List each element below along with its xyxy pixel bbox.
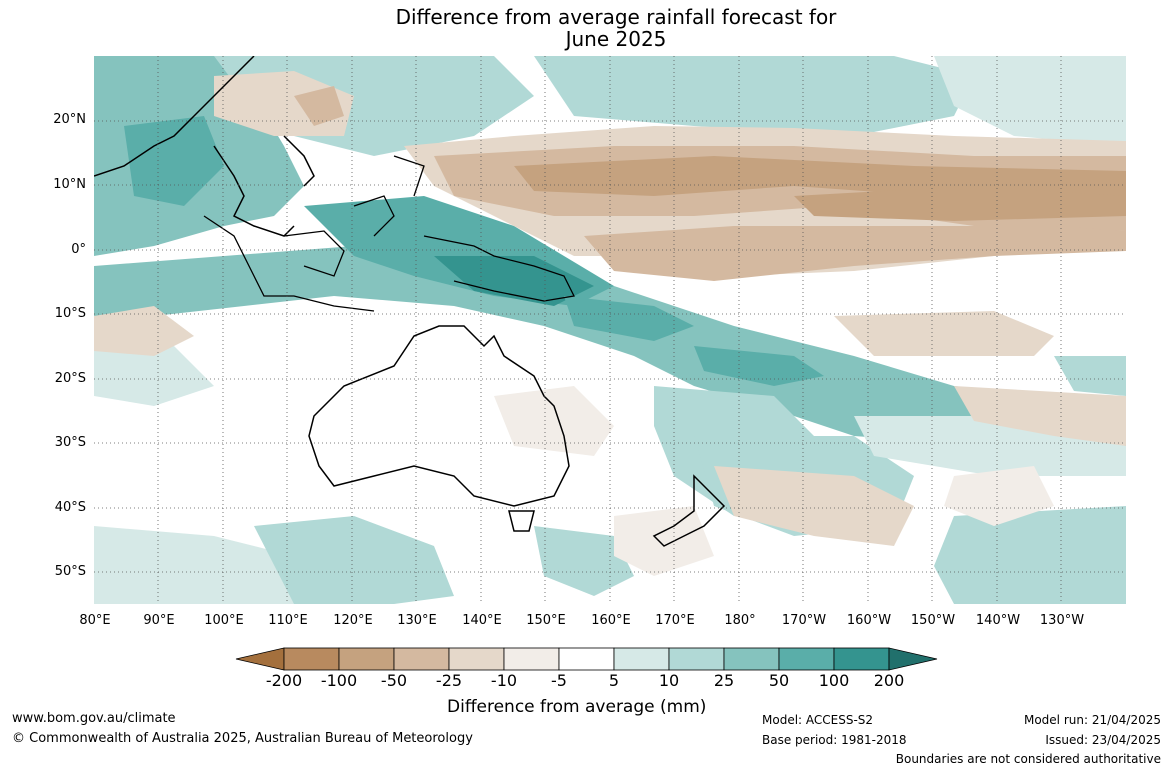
lon-label-140e: 140°E xyxy=(462,613,502,628)
colorbar-swatch xyxy=(503,647,560,671)
lon-label-140w: 140°W xyxy=(975,613,1021,628)
rainfall-map xyxy=(94,56,1126,604)
model-run-text: Model run: 21/04/2025 xyxy=(1023,713,1161,727)
lon-label-150w: 150°W xyxy=(910,613,956,628)
lat-label-10n: 10°N xyxy=(53,177,86,192)
rainfall-anomaly-map-svg xyxy=(94,56,1126,604)
colorbar-label: 25 xyxy=(713,671,735,690)
colorbar xyxy=(235,647,938,671)
colorbar-swatch xyxy=(558,647,615,671)
lon-label-130e: 130°E xyxy=(397,613,437,628)
lon-label-110e: 110°E xyxy=(268,613,308,628)
colorbar-swatch xyxy=(393,647,450,671)
wet-anomaly-regions xyxy=(94,56,1126,604)
colorbar-label: 200 xyxy=(873,671,905,690)
tasmania-outline xyxy=(508,510,535,532)
lat-label-20n: 20°N xyxy=(53,112,86,127)
colorbar-swatch xyxy=(668,647,725,671)
map-title-line2: June 2025 xyxy=(565,27,667,51)
lon-label-120e: 120°E xyxy=(333,613,373,628)
colorbar-label: 50 xyxy=(768,671,790,690)
colorbar-swatch xyxy=(778,647,835,671)
colorbar-swatch xyxy=(448,647,505,671)
colorbar-label: -25 xyxy=(435,671,463,690)
colorbar-arrow-high xyxy=(888,647,938,671)
lon-label-80e: 80°E xyxy=(79,613,111,628)
base-period-text: Base period: 1981-2018 xyxy=(762,733,907,747)
lon-label-180: 180° xyxy=(724,613,756,628)
colorbar-title: Difference from average (mm) xyxy=(447,697,707,717)
colorbar-label: -10 xyxy=(490,671,518,690)
colorbar-label: 100 xyxy=(818,671,850,690)
lon-label-130w: 130°W xyxy=(1039,613,1085,628)
colorbar-label: -5 xyxy=(551,671,567,690)
colorbar-arrow-low xyxy=(235,647,285,671)
lon-label-100e: 100°E xyxy=(204,613,244,628)
lon-label-90e: 90°E xyxy=(143,613,175,628)
colorbar-label: -200 xyxy=(265,671,303,690)
colorbar-swatch xyxy=(723,647,780,671)
lat-label-50s: 50°S xyxy=(54,564,86,579)
colorbar-swatch xyxy=(833,647,890,671)
colorbar-label: 10 xyxy=(658,671,680,690)
map-title-line1: Difference from average rainfall forecas… xyxy=(395,5,837,29)
lat-label-40s: 40°S xyxy=(54,500,86,515)
dry-anomaly-regions xyxy=(94,71,1126,576)
model-text: Model: ACCESS-S2 xyxy=(762,713,874,727)
colorbar-swatch xyxy=(613,647,670,671)
colorbar-swatch xyxy=(338,647,395,671)
lon-label-170e: 170°E xyxy=(655,613,695,628)
colorbar-label: 5 xyxy=(608,671,620,690)
lon-label-150e: 150°E xyxy=(526,613,566,628)
issued-text: Issued: 23/04/2025 xyxy=(1045,733,1161,747)
maritime-se-asia-coastline xyxy=(203,155,575,312)
lon-label-160w: 160°W xyxy=(846,613,892,628)
lat-label-0: 0° xyxy=(71,242,86,257)
australia-outline xyxy=(308,325,570,507)
lon-label-160e: 160°E xyxy=(591,613,631,628)
copyright-text: © Commonwealth of Australia 2025, Austra… xyxy=(12,731,473,746)
disclaimer-text: Boundaries are not considered authoritat… xyxy=(895,752,1161,766)
lat-label-20s: 20°S xyxy=(54,371,86,386)
lat-label-30s: 30°S xyxy=(54,435,86,450)
lon-label-170w: 170°W xyxy=(781,613,827,628)
colorbar-swatch xyxy=(283,647,340,671)
website-text: www.bom.gov.au/climate xyxy=(12,711,176,726)
graticule xyxy=(94,56,1126,604)
lat-label-10s: 10°S xyxy=(54,306,86,321)
colorbar-label: -100 xyxy=(320,671,358,690)
colorbar-label: -50 xyxy=(380,671,408,690)
